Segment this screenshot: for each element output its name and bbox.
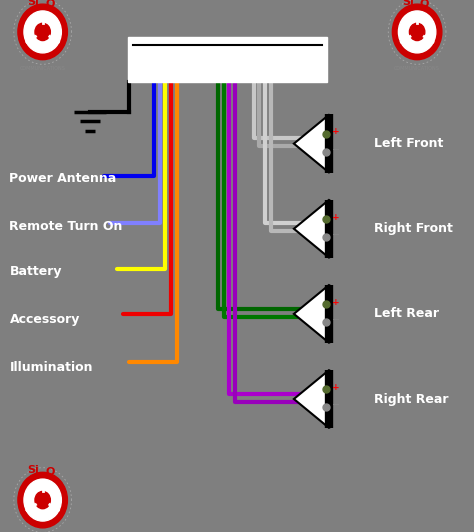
Text: Battery: Battery — [9, 265, 62, 278]
Circle shape — [392, 4, 442, 60]
Text: Accessory: Accessory — [9, 313, 80, 326]
Circle shape — [18, 4, 67, 60]
Text: Remote Turn On: Remote Turn On — [9, 220, 123, 232]
Text: +: + — [332, 298, 339, 306]
Text: Illumination: Illumination — [9, 361, 93, 373]
Text: Right Rear: Right Rear — [374, 393, 449, 405]
Text: −: − — [332, 230, 340, 240]
Text: Si: Si — [402, 0, 414, 7]
Circle shape — [24, 479, 61, 521]
Text: Power Antenna: Power Antenna — [9, 172, 117, 185]
Text: +: + — [332, 213, 339, 221]
Text: COMMUNICATIONS: COMMUNICATIONS — [394, 66, 440, 71]
FancyBboxPatch shape — [128, 37, 327, 82]
Polygon shape — [294, 285, 329, 343]
Polygon shape — [294, 370, 329, 428]
Text: +: + — [332, 383, 339, 392]
Text: Si: Si — [27, 0, 39, 7]
Text: −: − — [332, 315, 340, 325]
Text: −: − — [332, 145, 340, 155]
Circle shape — [399, 11, 436, 53]
Text: O: O — [420, 0, 429, 9]
Text: −: − — [332, 401, 340, 410]
Circle shape — [35, 23, 50, 40]
Polygon shape — [294, 200, 329, 258]
Text: Si: Si — [27, 466, 39, 476]
Text: +: + — [332, 128, 339, 136]
Circle shape — [35, 492, 50, 509]
Text: O: O — [46, 0, 55, 9]
Text: Right Front: Right Front — [374, 222, 453, 235]
Text: Left Rear: Left Rear — [374, 307, 439, 320]
Text: Left Front: Left Front — [374, 137, 444, 150]
Text: O: O — [46, 467, 55, 477]
Text: COMMUNICATIONS: COMMUNICATIONS — [20, 66, 65, 71]
Circle shape — [24, 11, 61, 53]
Circle shape — [18, 472, 67, 528]
Polygon shape — [294, 114, 329, 173]
Circle shape — [410, 23, 425, 40]
